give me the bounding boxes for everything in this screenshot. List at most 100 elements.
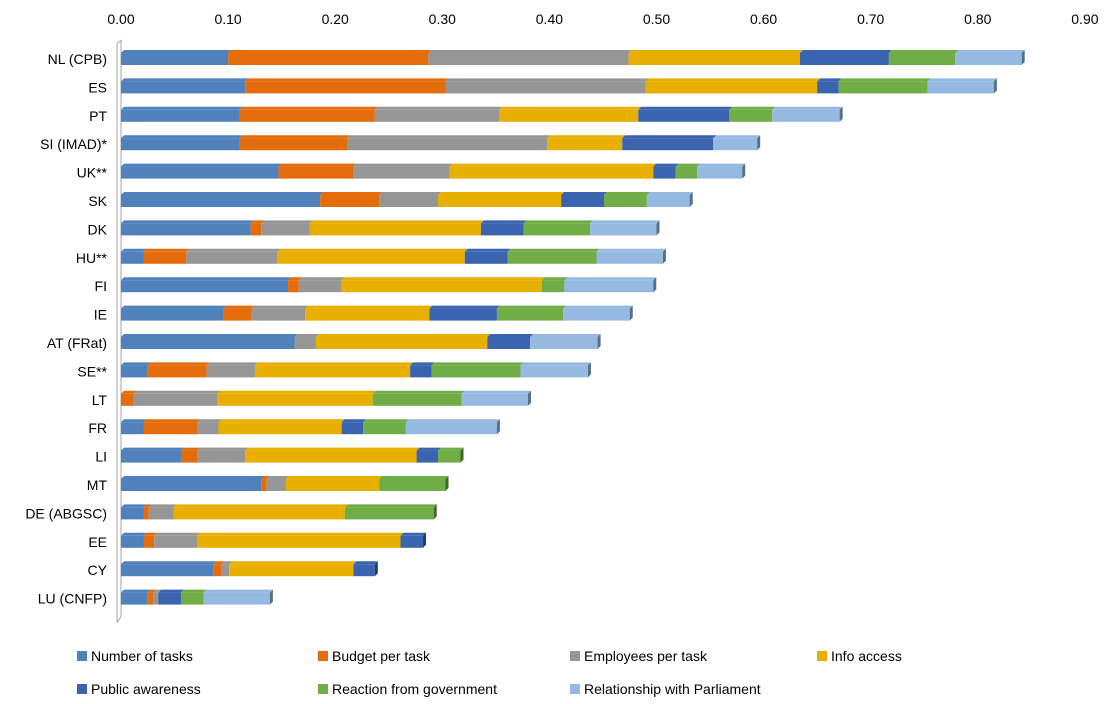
axis-corner-line [116, 616, 122, 623]
bar-segment-top [507, 248, 600, 252]
bar-end-face [527, 390, 531, 406]
bar-segment-top [697, 163, 746, 167]
bar-segment-top [153, 589, 162, 593]
category-label: MT [87, 477, 108, 493]
bar-segment [121, 535, 144, 548]
bar-segment-top [121, 334, 298, 337]
bar-segment-top [309, 220, 484, 224]
bar-segment-top [143, 248, 190, 252]
bar-segment-top [438, 447, 464, 451]
bar-segment-top [480, 220, 527, 224]
bar-segment-top [239, 135, 350, 139]
bar-segment [143, 507, 149, 520]
bar-segment [379, 195, 439, 207]
bar-segment [133, 393, 218, 406]
bar-segment [772, 109, 840, 122]
category-label: ES [88, 79, 107, 95]
bar-segment [496, 308, 564, 321]
bar-segment [121, 507, 144, 520]
legend-swatch [318, 651, 328, 661]
bar-segment [197, 535, 401, 548]
bar-segment-top [173, 504, 348, 508]
bar-segment-top [563, 305, 633, 309]
bar-end-face [629, 305, 633, 321]
bar-segment [278, 166, 354, 179]
bar-segment [955, 53, 1022, 65]
bar-segment [405, 422, 497, 435]
legend-item: Relationship with Parliament [570, 681, 761, 697]
bar-segment [374, 109, 500, 122]
bar-segment-top [888, 50, 959, 53]
bar-segment [186, 251, 278, 264]
bar-segment [143, 535, 155, 548]
bar-segment-top [154, 532, 201, 536]
bar-segment-top [927, 78, 997, 82]
category-label: LI [95, 449, 107, 465]
bar-segment-top [622, 135, 717, 139]
bar-segment-top [320, 192, 383, 195]
bar-segment [596, 251, 663, 264]
legend-label: Number of tasks [91, 648, 193, 664]
bar-segment [520, 365, 588, 378]
bar-end-face [757, 135, 761, 151]
bar-segment-top [530, 334, 601, 337]
bar-segment [121, 251, 144, 264]
bar-segment [228, 53, 429, 65]
category-label: FR [88, 420, 107, 436]
bar-segment-top [353, 561, 378, 565]
bar-segment-top [298, 277, 345, 281]
bar-segment [638, 109, 730, 122]
category-label: HU** [76, 250, 108, 266]
category-label: DE (ABGSC) [25, 505, 107, 521]
category-label: SE** [77, 363, 107, 379]
legend-item: Number of tasks [77, 648, 193, 664]
bar-end-face [460, 447, 464, 463]
bar-segment [173, 507, 345, 520]
bar-segment-top [638, 106, 733, 110]
bar-segment-top [429, 305, 500, 309]
bar-segment-top [817, 78, 842, 82]
bar-segment [561, 195, 605, 207]
bar-segment [416, 450, 439, 463]
bar-segment [250, 223, 262, 236]
bar-segment [590, 223, 657, 236]
bar-segment-top [379, 192, 442, 195]
bar-segment [372, 393, 462, 406]
legend-label: Budget per task [332, 648, 431, 664]
bar-segment [180, 450, 198, 463]
bar-segment [121, 592, 148, 605]
bar-end-face [839, 106, 843, 122]
bar-segment-top [261, 476, 270, 479]
bar-segment-top [206, 362, 258, 366]
bar-segment-top [245, 78, 449, 82]
bar-segment-top [229, 561, 357, 565]
bar-segment [400, 535, 424, 548]
bar-segment-top [523, 220, 594, 224]
bar-end-face [1021, 50, 1025, 65]
legend-swatch [570, 684, 580, 694]
bar-segment [143, 251, 187, 264]
category-label: LT [92, 392, 108, 408]
bar-segment [449, 166, 654, 179]
bar-segment [121, 166, 279, 179]
category-label: CY [88, 562, 108, 578]
bar-segment-top [449, 163, 657, 167]
bar-segment [121, 450, 181, 463]
bar-segment [410, 365, 432, 378]
bar-segment-top [121, 277, 292, 281]
bar-end-face [269, 589, 273, 605]
bar-segment [121, 53, 229, 65]
x-tick-label: 0.20 [322, 11, 349, 27]
bar-segment [541, 280, 565, 293]
bar-segment-top [800, 50, 892, 53]
bar-segment [147, 365, 207, 378]
bar-segment [480, 223, 524, 236]
bar-end-face [374, 561, 378, 577]
bar-segment-top [288, 277, 302, 281]
bar-segment [461, 393, 528, 406]
bar-segment [445, 81, 646, 94]
category-label: NL (CPB) [48, 51, 107, 67]
bar-segment-top [353, 163, 453, 167]
category-label: SK [88, 193, 107, 209]
bar-segment-top [645, 78, 821, 82]
